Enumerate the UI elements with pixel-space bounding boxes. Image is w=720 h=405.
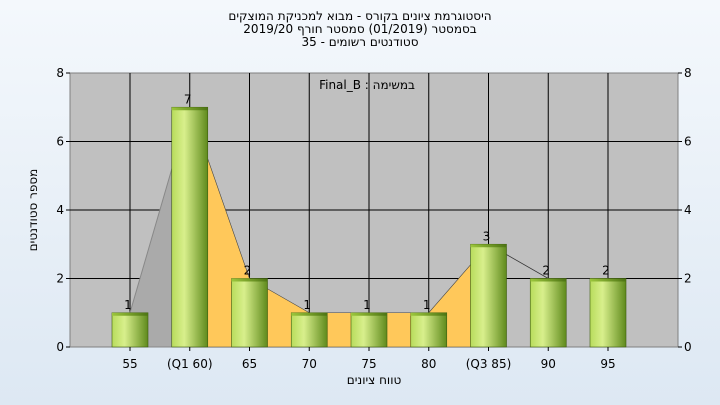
y-axis-left: 0 2 4 6 8	[56, 66, 70, 354]
title-line-2: בסמסטר (01/2019) סמסטר חורף 2019/20	[243, 22, 477, 36]
bar	[529, 278, 567, 348]
y-tick-label-right: 6	[684, 135, 692, 149]
y-tick-label: 0	[56, 340, 64, 354]
bar-top	[231, 278, 268, 282]
x-tick-label: 55	[122, 357, 137, 371]
y-axis-right: 0 2 4 6 8	[678, 66, 692, 354]
y-tick-label: 2	[56, 272, 64, 286]
y-tick-label: 4	[56, 203, 64, 217]
bar	[111, 312, 149, 348]
data-label: 1	[124, 298, 132, 312]
bar-top	[112, 312, 148, 316]
x-tick-label: 90	[541, 357, 556, 371]
y-tick-label: 6	[56, 135, 64, 149]
data-labels: 1 7 2 1 1 1 3 2 2	[124, 92, 610, 312]
y-tick-label-right: 8	[684, 66, 692, 80]
x-tick-label: (Q1 60)	[167, 357, 213, 371]
x-tick-label: 80	[421, 357, 436, 371]
bar	[589, 278, 627, 348]
y-tick-label-right: 0	[684, 340, 692, 354]
title-line-1: היסטוגרמת ציונים בקורס - מבוא למכניקת המ…	[228, 9, 492, 23]
title-line-3: סטודנטים רשומים - 35	[301, 35, 419, 49]
bar	[470, 243, 507, 348]
x-tick-label: 95	[600, 357, 615, 371]
x-tick-label: 70	[302, 357, 317, 371]
data-label: 1	[423, 298, 431, 312]
x-axis-title: טווח ציונים	[347, 373, 402, 387]
bar-top	[590, 278, 626, 282]
bar-top	[410, 312, 447, 316]
data-label: 3	[483, 229, 491, 243]
bar-top	[530, 278, 567, 282]
x-tick-label: 75	[361, 357, 376, 371]
bar	[410, 312, 448, 348]
bar	[171, 106, 209, 348]
y-axis-title: מספר סטודנטים	[26, 169, 40, 252]
data-label: 2	[602, 264, 610, 278]
bar-top	[470, 244, 507, 248]
bar-top	[351, 312, 387, 316]
bar	[290, 312, 328, 348]
y-tick-label-right: 4	[684, 203, 692, 217]
data-label: 2	[244, 264, 252, 278]
y-tick-label-right: 2	[684, 272, 692, 286]
bars	[111, 106, 627, 348]
x-tick-label: (Q3 85)	[466, 357, 512, 371]
data-label: 1	[363, 298, 371, 312]
bar-top	[291, 312, 328, 316]
bar	[231, 278, 268, 348]
bar	[350, 312, 388, 348]
data-label: 2	[542, 264, 550, 278]
annotation-label: במשימה : Final_B	[319, 78, 415, 92]
x-tick-label: 65	[242, 357, 257, 371]
data-label: 1	[303, 298, 311, 312]
x-axis: 55 (Q1 60) 65 70 75 80 (Q3 85) 90 95	[122, 347, 616, 371]
chart-title: היסטוגרמת ציונים בקורס - מבוא למכניקת המ…	[0, 10, 720, 49]
y-tick-label: 8	[56, 66, 64, 80]
data-label: 7	[184, 92, 192, 106]
bar-top	[171, 107, 208, 111]
